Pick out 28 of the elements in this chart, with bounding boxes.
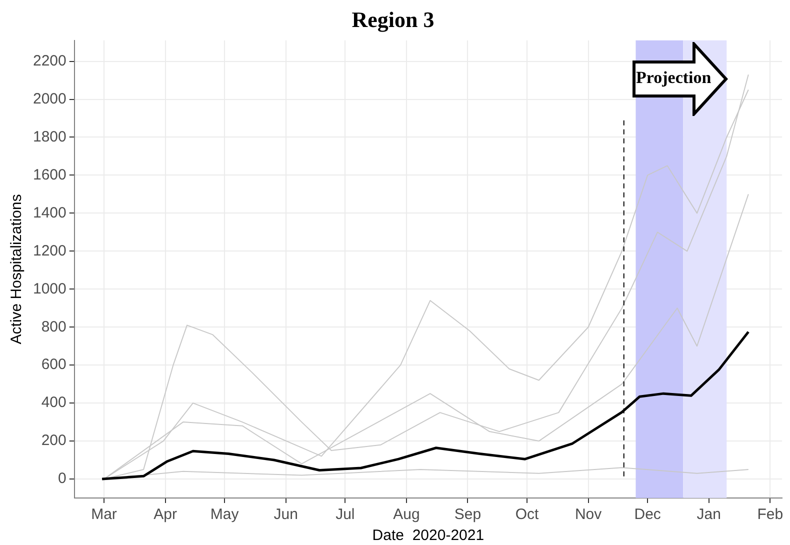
y-tick-label: 1600 [32,166,66,184]
y-tick-label: 1000 [32,280,66,298]
x-axis-title: Date 2020-2021 [372,527,484,544]
y-tick-label: 0 [58,470,66,488]
x-tick-label: Mar [91,506,117,524]
y-tick-label: 600 [41,356,66,374]
y-tick-label: 200 [41,432,66,450]
x-tick-label: Aug [393,506,420,524]
y-axis-title: Active Hospitalizations [8,194,26,344]
y-tick-label: 2000 [32,90,66,108]
x-tick-label: Jul [336,506,355,524]
x-tick-label: Jan [696,506,721,524]
y-tick-label: 400 [41,394,66,412]
y-tick-label: 1200 [32,242,66,260]
x-tick-label: Feb [757,506,784,524]
x-tick-label: Apr [154,506,177,524]
x-tick-label: Oct [515,506,540,524]
x-tick-label: May [210,506,240,524]
y-tick-label: 1800 [32,128,66,146]
annotation: Projection [636,68,712,88]
y-tick-label: 2200 [32,52,66,70]
x-tick-label: Nov [574,506,602,524]
chart-title: Region 3 [352,6,434,32]
x-tick-label: Jun [274,506,298,524]
x-tick-label: Dec [634,506,662,524]
x-tick-label: Sep [454,506,482,524]
y-tick-label: 1400 [32,204,66,222]
y-tick-label: 800 [41,318,66,336]
